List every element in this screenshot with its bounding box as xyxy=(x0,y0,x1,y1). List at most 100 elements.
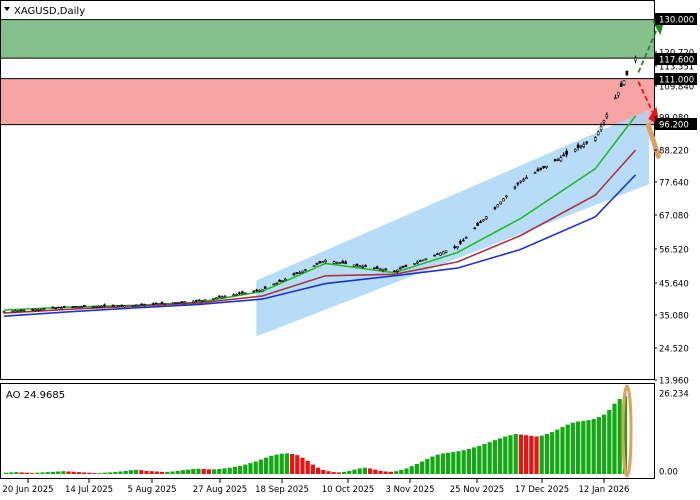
zones xyxy=(1,19,654,125)
ao-bar xyxy=(253,461,258,474)
candle-body xyxy=(594,137,597,141)
ao-bar xyxy=(399,469,404,474)
ao-bar xyxy=(492,440,497,474)
candle-body xyxy=(301,270,304,273)
ao-bar xyxy=(498,438,503,474)
candle-body xyxy=(622,80,626,86)
ao-bar xyxy=(191,469,196,474)
candle-body xyxy=(321,261,324,264)
candle-body xyxy=(395,269,399,272)
ao-bar xyxy=(602,414,607,474)
symbol-header[interactable]: XAGUSD,Daily xyxy=(4,6,85,17)
ao-bar xyxy=(576,421,581,474)
candle-body xyxy=(364,265,367,267)
ao-tick-label: 26.234 xyxy=(659,390,689,400)
candle-body xyxy=(174,302,178,304)
ao-bar xyxy=(4,472,9,474)
price-tick-label: 56.520 xyxy=(659,246,689,256)
candle-body xyxy=(278,279,281,283)
ao-bar xyxy=(217,469,222,474)
candle-body xyxy=(14,310,17,313)
triangle-down-icon[interactable] xyxy=(4,7,10,11)
ao-axis: 26.234 0.00 xyxy=(659,390,689,478)
candle-body xyxy=(120,304,123,307)
ao-bar xyxy=(82,472,87,474)
candle-body xyxy=(223,295,227,298)
ao-bar xyxy=(555,429,560,474)
candle-body xyxy=(479,221,482,224)
ao-bar xyxy=(154,471,159,474)
candle-body xyxy=(404,264,408,267)
time-tick-label: 20 Jun 2025 xyxy=(2,485,53,495)
candle-body xyxy=(553,159,557,162)
candle-body xyxy=(324,260,327,263)
ao-bar xyxy=(175,470,180,474)
candle-body xyxy=(358,265,362,268)
candle-body xyxy=(413,262,416,265)
ao-bar xyxy=(222,468,227,474)
ao-bar xyxy=(9,472,14,474)
candle-body xyxy=(235,293,238,296)
candle-body xyxy=(91,306,95,308)
symbol-label: XAGUSD,Daily xyxy=(14,6,85,17)
ao-bar xyxy=(596,417,601,474)
ao-bar xyxy=(139,470,144,474)
ao-bar xyxy=(607,409,612,474)
candle-body xyxy=(393,270,396,273)
ao-tick-label: 0.00 xyxy=(659,468,678,478)
price-axis: 130.000120.720117.600113.351111.000109.8… xyxy=(654,13,697,387)
time-tick-label: 3 Nov 2025 xyxy=(385,485,434,495)
ao-bar xyxy=(414,464,419,474)
ao-bar xyxy=(482,444,487,474)
candle-body xyxy=(545,165,548,168)
candle-body xyxy=(74,306,78,308)
candle-body xyxy=(203,299,207,302)
candle-body xyxy=(19,309,23,312)
ao-bar xyxy=(586,420,591,474)
ao-bar xyxy=(622,396,627,474)
candle-body xyxy=(542,165,545,169)
ao-bar xyxy=(24,472,29,474)
candle-body xyxy=(482,219,485,222)
ao-bar xyxy=(149,471,154,474)
ao-bar xyxy=(404,468,409,474)
time-tick-label: 18 Sep 2025 xyxy=(255,485,309,495)
ao-bar xyxy=(513,434,518,474)
ao-bar xyxy=(612,403,617,474)
ao-bar xyxy=(66,471,71,474)
candle-body xyxy=(100,305,103,308)
ao-bar xyxy=(19,472,24,474)
ao-bar xyxy=(570,422,575,474)
ao-bar xyxy=(144,470,149,474)
price-tick-label: 67.080 xyxy=(659,212,689,222)
ao-bar xyxy=(258,459,263,474)
candle-body xyxy=(22,309,26,312)
ao-bar xyxy=(461,450,466,474)
ao-bar xyxy=(544,434,549,474)
ao-bar xyxy=(430,456,435,474)
candle-body xyxy=(40,308,43,311)
candle-body xyxy=(232,294,235,297)
ao-bar xyxy=(165,471,170,474)
candles xyxy=(2,55,637,313)
candle-body xyxy=(562,154,566,157)
ao-bar xyxy=(326,471,331,474)
ao-bar xyxy=(248,463,253,474)
candle-body xyxy=(272,283,276,286)
candle-body xyxy=(539,167,543,170)
candle-body xyxy=(197,299,201,302)
candle-body xyxy=(284,278,287,281)
candle-body xyxy=(240,291,244,294)
sell-zone xyxy=(1,78,654,125)
candle-body xyxy=(42,308,46,310)
ao-bar xyxy=(40,472,45,474)
candle-body xyxy=(436,253,439,255)
candle-body xyxy=(134,305,138,307)
ao-bar xyxy=(310,464,315,474)
candle-body xyxy=(258,290,261,292)
candle-body xyxy=(375,266,379,269)
candle-body xyxy=(378,268,382,271)
ao-bar xyxy=(108,472,113,474)
candle-body xyxy=(484,216,488,220)
ao-bar xyxy=(336,472,341,474)
